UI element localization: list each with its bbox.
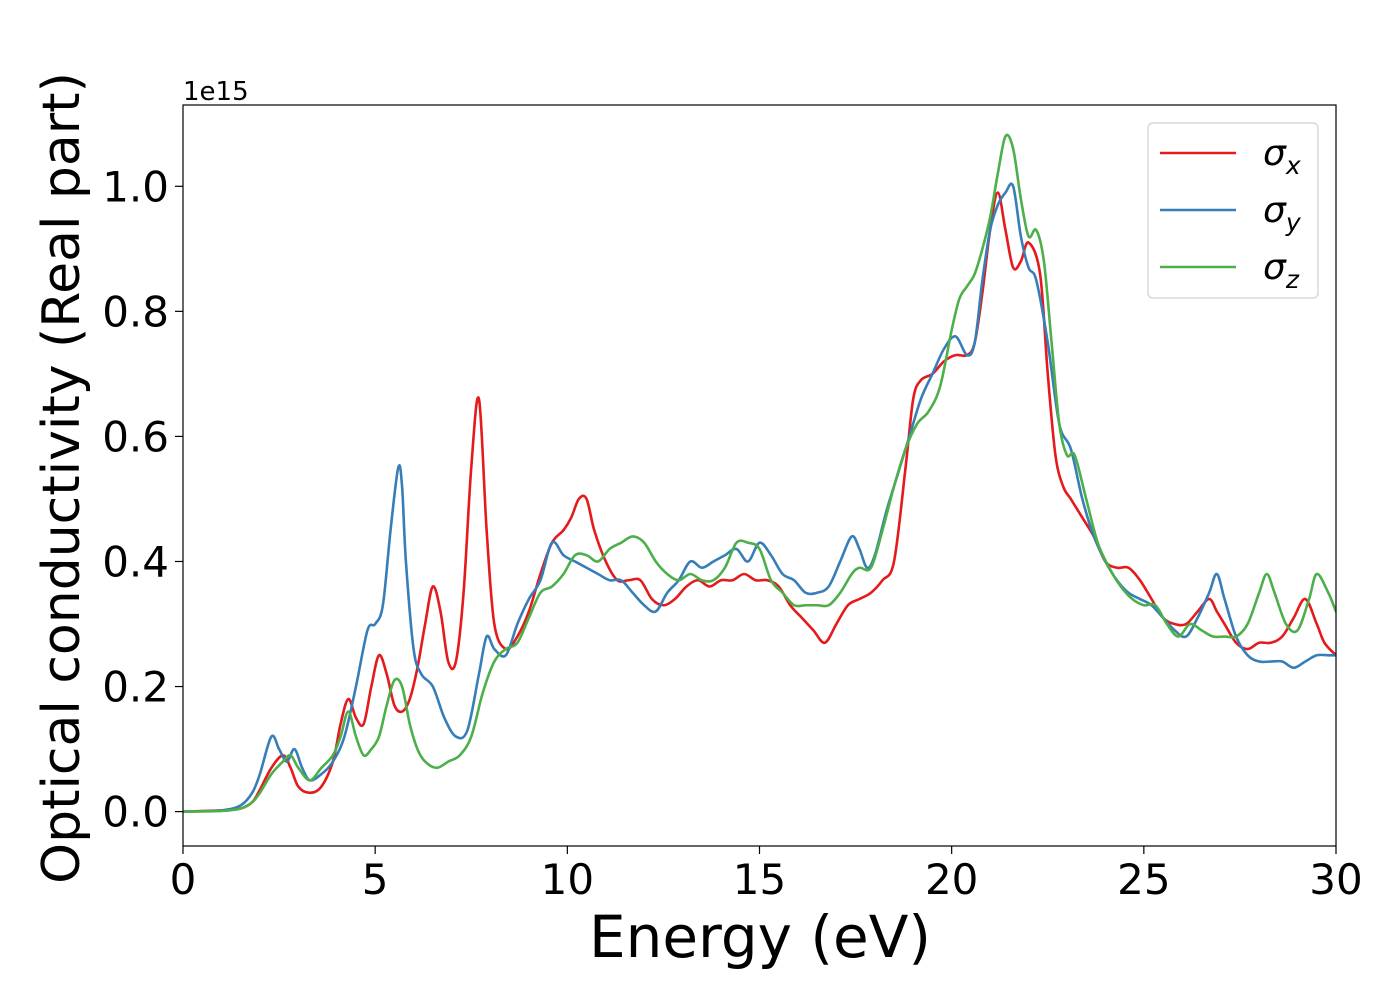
legend: σx σy σz <box>1147 122 1319 299</box>
y-tick-label: 0.0 <box>102 788 169 837</box>
x-tick-label: 5 <box>362 855 389 904</box>
y-tick-label: 0.6 <box>102 412 169 461</box>
legend-label: σy <box>1263 190 1302 237</box>
x-tick-label: 15 <box>733 855 786 904</box>
legend-entry-x: σx <box>1160 133 1301 180</box>
x-tick-label: 30 <box>1309 855 1362 904</box>
axes-layer: 0 5 10 15 20 25 30 0.0 0.2 0.4 0.6 0.8 1.0 <box>102 104 1363 904</box>
y-tick-label: 0.4 <box>102 537 169 586</box>
series-line-y <box>183 182 1336 813</box>
legend-entry-y: σy <box>1160 190 1302 237</box>
x-axis-label: Energy (eV) <box>589 903 931 971</box>
legend-label: σz <box>1263 247 1300 294</box>
y-axis-label: Optical conductivity (Real part) <box>32 72 92 884</box>
series-line-z <box>183 133 1336 813</box>
x-tick-label: 20 <box>925 855 978 904</box>
y-tick-label: 1.0 <box>102 162 169 211</box>
y-offset-text: 1e15 <box>183 77 249 107</box>
legend-label: σx <box>1263 133 1301 180</box>
x-tick-label: 0 <box>170 855 197 904</box>
legend-entry-z: σz <box>1160 247 1300 294</box>
x-tick-label: 25 <box>1117 855 1170 904</box>
series-line-x <box>183 191 1336 813</box>
y-tick-label: 0.2 <box>102 663 169 712</box>
series-layer <box>183 133 1336 813</box>
y-tick-label: 0.8 <box>102 287 169 336</box>
x-tick-label: 10 <box>541 855 594 904</box>
